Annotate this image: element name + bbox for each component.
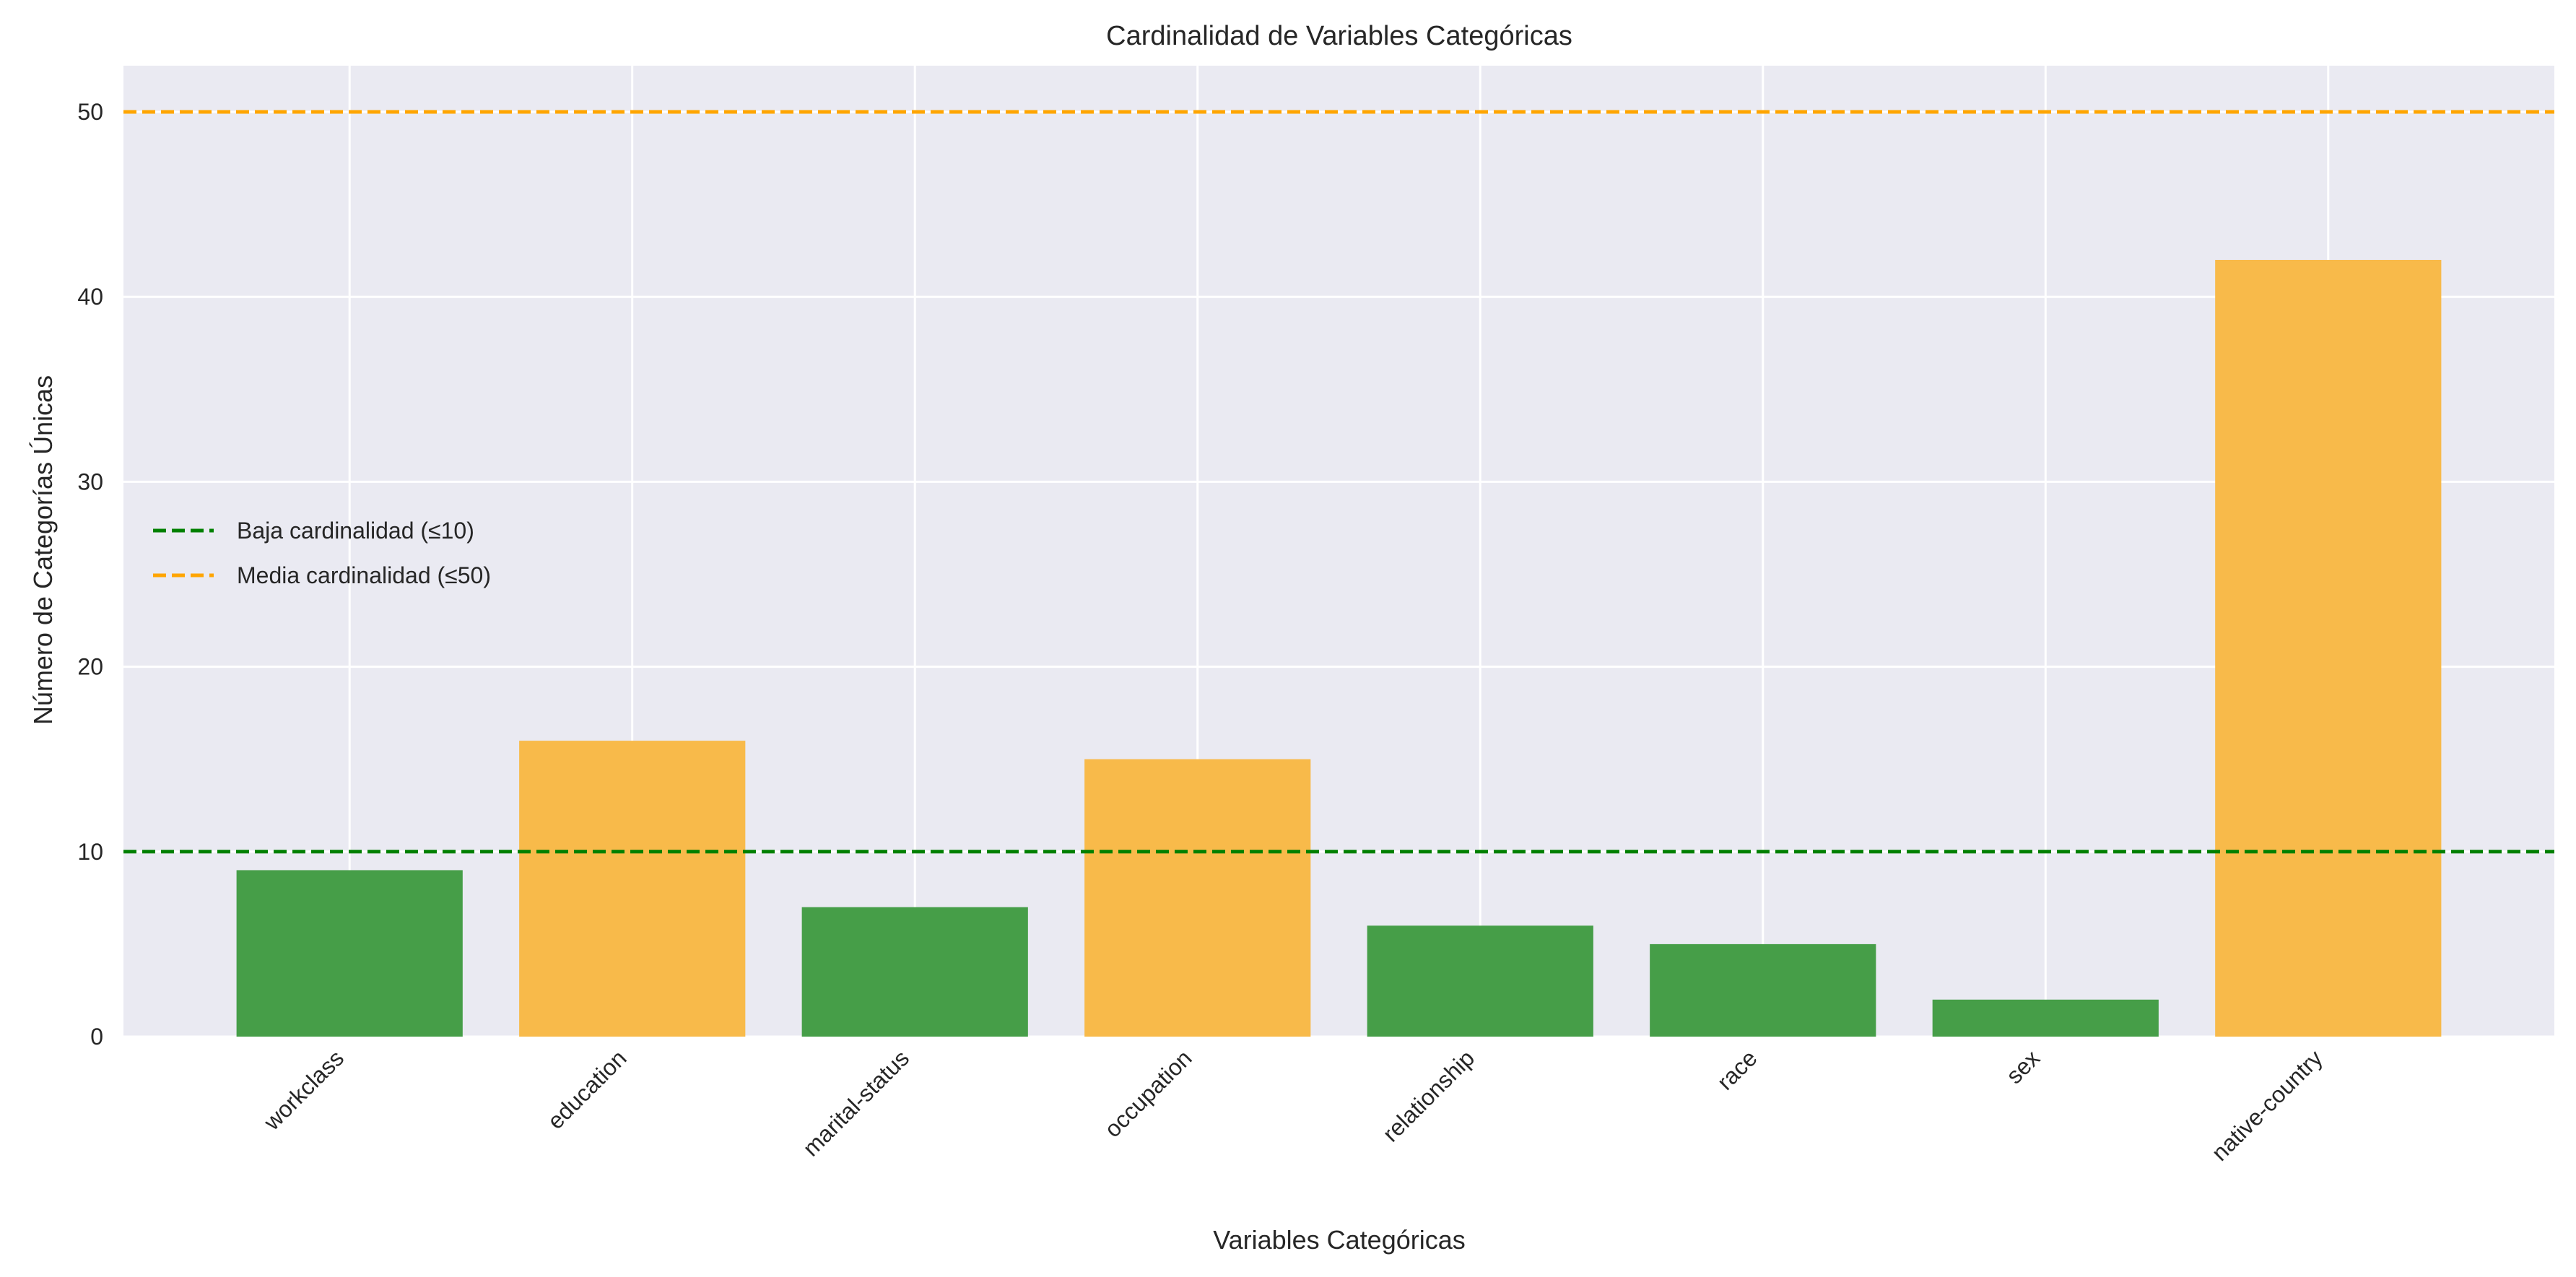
bar-workclass	[236, 870, 463, 1037]
y-tick-label: 50	[77, 99, 103, 125]
bar-occupation	[1084, 759, 1311, 1037]
y-tick-label: 10	[77, 839, 103, 865]
legend-label: Baja cardinalidad (≤10)	[237, 518, 474, 544]
bar-race	[1650, 943, 1876, 1037]
y-tick-label: 30	[77, 468, 103, 494]
legend: Baja cardinalidad (≤10) Media cardinalida…	[153, 518, 491, 588]
x-tick-label: native-country	[2206, 1045, 2328, 1166]
bar-relationship	[1367, 925, 1593, 1037]
y-tick-label: 40	[77, 284, 103, 310]
bar-native-country	[2215, 260, 2442, 1037]
x-tick-label: relationship	[1378, 1045, 1479, 1146]
y-tick-label: 20	[77, 654, 103, 680]
x-axis-label: Variables Categóricas	[1213, 1225, 1466, 1255]
x-tick-label: race	[1712, 1045, 1762, 1094]
x-tick-label: marital-status	[798, 1045, 914, 1161]
x-tick-label: sex	[2001, 1045, 2045, 1089]
y-axis-label: Número de Categorías Únicas	[28, 375, 58, 725]
legend-label: Media cardinalidad (≤50)	[237, 562, 491, 588]
bar-sex	[1932, 999, 2159, 1037]
plot-area	[123, 66, 2554, 1037]
x-tick-label: education	[542, 1045, 632, 1134]
y-tick-label: 0	[90, 1024, 103, 1050]
chart-title: Cardinalidad de Variables Categóricas	[1106, 21, 1572, 51]
bar-education	[519, 741, 746, 1037]
bar-marital-status	[801, 907, 1028, 1037]
x-tick-label: occupation	[1100, 1045, 1197, 1142]
x-tick-label: workclass	[258, 1045, 349, 1135]
